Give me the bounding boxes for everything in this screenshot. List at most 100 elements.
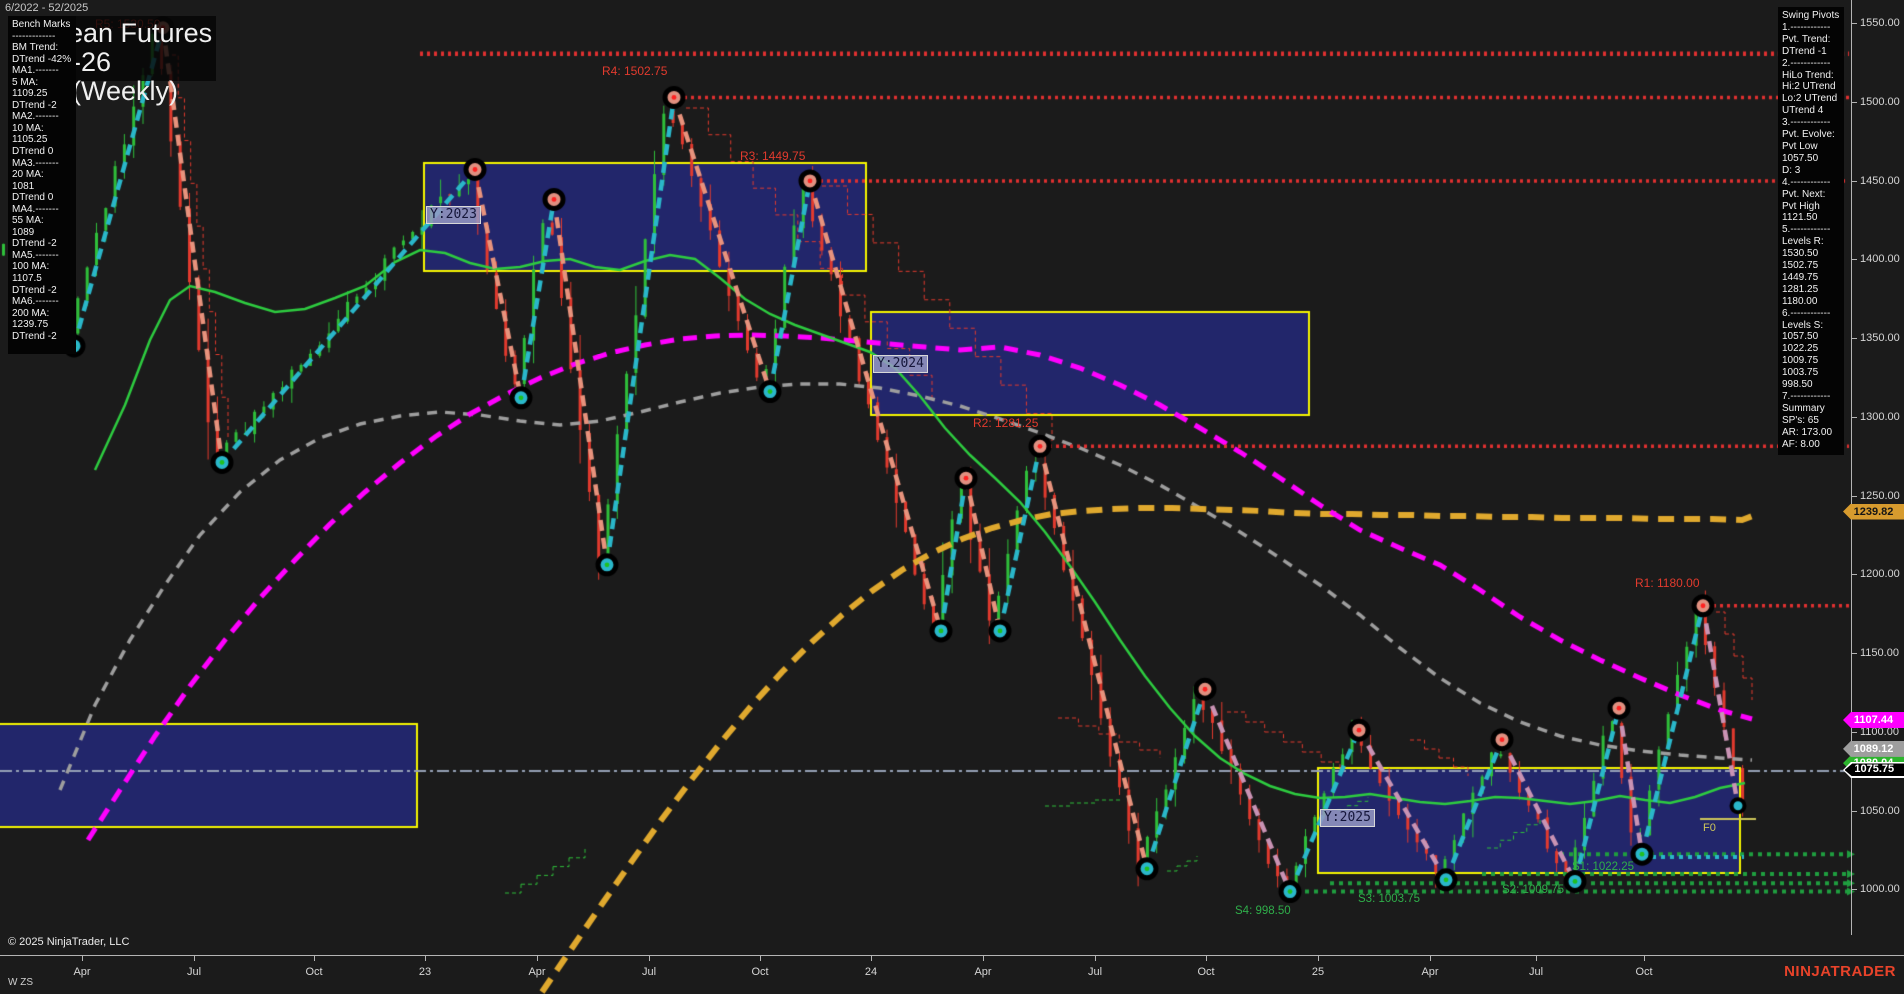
time-tick-label: 25 [1311,966,1325,978]
price-tick [1851,810,1857,812]
time-tick-label: Jul [1087,966,1103,978]
benchmarks-line: 20 MA: [12,169,44,181]
time-tick [1318,955,1319,961]
level-label-r2: R2: 1281.25 [973,416,1039,430]
swing-pivots-line: SP's: 65 [1782,414,1819,426]
level-label-r3: R3: 1449.75 [740,149,806,163]
benchmarks-line: MA2.------- [12,111,59,123]
benchmarks-line: 1109.25 [12,88,48,100]
benchmarks-line: ------------- [12,30,56,42]
price-tick [1851,889,1857,891]
benchmarks-line: MA4.------- [12,203,59,215]
benchmarks-line: MA3.------- [12,157,59,169]
swing-pivots-line: 7.------------ [1782,391,1831,402]
swing-pivots-line: Summary [1782,402,1825,414]
time-tick-label: Jul [641,966,657,978]
price-tick-label: 1050.00 [1860,804,1900,817]
swing-pivots-line: D: 3 [1782,164,1801,176]
instrument-watermark: W ZS [8,977,33,988]
swing-pivots-line: Swing Pivots [1782,10,1840,21]
price-tick-label: 1350.00 [1860,332,1900,344]
time-axis-line [0,955,1904,956]
chart-title-line1: ean Futures [68,18,213,48]
price-tick [1851,653,1857,654]
time-tick [194,955,195,961]
price-tick-label: 1250.00 [1860,489,1900,502]
time-tick-label: Apr [73,966,91,978]
time-tick [425,955,426,961]
swing-pivots-line: 1057.50 [1782,152,1819,164]
year-box-label: Y:2024 [873,355,928,373]
benchmarks-line: 5 MA: [12,76,39,88]
price-tick-label: 1000.00 [1860,883,1900,896]
swing-pivots-line: Pvt Low [1782,140,1818,152]
time-tick [537,955,538,961]
price-tick [1851,101,1857,103]
benchmarks-line: 1089 [12,226,35,238]
time-tick [1206,955,1207,961]
time-tick [1536,955,1537,961]
price-tick-label: 1500.00 [1860,95,1900,108]
price-tag-1107.44: 1107.44 [1843,712,1904,729]
benchmarks-line: 100 MA: [12,261,50,273]
price-tag-value: 1075.75 [1844,763,1904,777]
swing-pivots-line: 3.------------ [1782,117,1831,129]
benchmarks-line: BM Trend: [12,42,59,54]
swing-pivots-line: Levels R: [1782,236,1824,248]
time-tick [314,955,315,961]
time-tick-label: Jul [1528,966,1544,978]
price-tick [1851,23,1857,24]
swing-pivots-line: 2.------------ [1782,57,1831,69]
swing-pivots-line: HiLo Trend: [1782,69,1834,81]
swing-pivots-line: 998.50 [1782,379,1813,391]
swing-pivots-line: 1502.75 [1782,260,1819,272]
price-tick [1851,574,1857,576]
swing-pivots-line: Pvt. Trend: [1782,33,1831,45]
benchmarks-line: DTrend -2 [12,330,57,342]
swing-pivots-line: UTrend 4 [1782,105,1824,117]
price-tick-label: 1400.00 [1860,253,1900,266]
swing-pivots-line: 1057.50 [1782,331,1819,343]
ninjatrader-logo: NINJATRADER [1784,963,1896,980]
swing-pivots-line: 1121.50 [1782,212,1818,224]
price-tick [1851,180,1857,182]
swing-pivots-line: 1003.75 [1782,367,1819,379]
benchmarks-line: DTrend -2 [12,284,57,296]
benchmarks-line: MA1.------- [12,65,59,77]
level-label-s2: S2: 1009.75 [1502,884,1565,896]
benchmarks-line: 10 MA: [12,122,44,134]
benchmarks-line: 55 MA: [12,215,44,227]
swing-pivots-line: 5.------------ [1782,224,1831,236]
time-tick-label: Oct [1635,966,1653,978]
swing-pivots-line: 1009.75 [1782,355,1819,367]
price-tick-label: 1550.00 [1860,17,1900,29]
time-tick-label: Oct [1197,966,1215,978]
copyright-text: © 2025 NinjaTrader, LLC [8,936,130,948]
time-tick [649,955,650,961]
price-tick-label: 1100.00 [1860,725,1899,738]
level-label-s4: S4: 998.50 [1235,905,1291,917]
swing-pivots-line: Pvt High [1782,200,1820,212]
time-tick-label: Apr [974,966,992,978]
f0-level-label: F0 [1703,822,1716,834]
time-tick [760,955,761,961]
swing-pivots-line: Hi:2 UTrend [1782,81,1836,93]
benchmarks-line: DTrend -2 [12,99,57,111]
time-tick [1095,955,1096,961]
price-tick-label: 1300.00 [1860,410,1900,423]
price-tick-label: 1450.00 [1860,174,1900,187]
swing-pivots-line: AR: 173.00 [1782,426,1833,438]
swing-pivots-line: 1022.25 [1782,343,1819,355]
benchmarks-line: DTrend 0 [12,192,54,204]
level-label-r1: R1: 1180.00 [1635,576,1700,590]
benchmarks-line: 1105.25 [12,134,48,146]
time-tick [983,955,984,961]
level-label-s3: S3: 1003.75 [1358,893,1421,905]
price-tick [1851,259,1857,261]
time-tick-label: Jul [186,966,202,978]
price-tag-1089.12: 1089.12 [1843,740,1904,757]
time-tick-label: Apr [528,966,546,978]
swing-pivots-line: 1180.00 [1782,295,1818,307]
